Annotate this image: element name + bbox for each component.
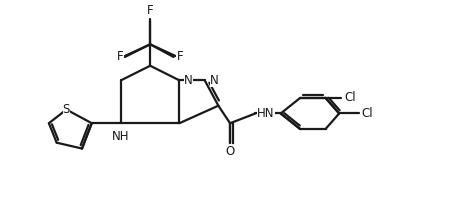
Text: F: F <box>176 50 183 63</box>
Text: Cl: Cl <box>343 91 355 104</box>
Text: O: O <box>225 145 234 158</box>
Text: S: S <box>63 103 70 116</box>
Text: F: F <box>117 50 124 63</box>
Text: Cl: Cl <box>361 107 372 120</box>
Text: N: N <box>209 74 218 87</box>
Text: N: N <box>184 74 193 87</box>
Text: F: F <box>147 4 153 17</box>
Text: HN: HN <box>257 107 274 120</box>
Text: NH: NH <box>112 130 130 143</box>
